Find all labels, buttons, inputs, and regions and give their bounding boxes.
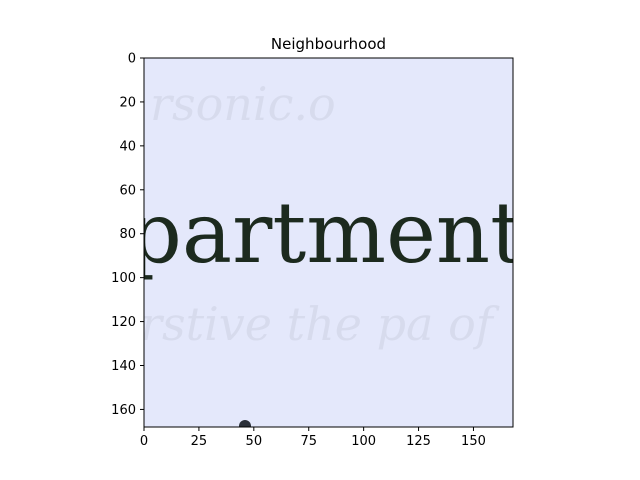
image-word: partment bbox=[128, 184, 524, 282]
axes-frame bbox=[143, 57, 514, 428]
y-tick-label: 0 bbox=[128, 52, 136, 67]
bleed-text-bottom: rstive the pa of bbox=[140, 297, 500, 351]
y-tick-label: 60 bbox=[119, 183, 136, 198]
y-tick-label: 140 bbox=[111, 359, 136, 374]
ink-dot bbox=[239, 420, 251, 427]
image-background bbox=[144, 58, 513, 427]
y-tick-label: 80 bbox=[119, 227, 136, 242]
x-tick-label: 125 bbox=[406, 434, 431, 449]
x-tick-label: 0 bbox=[140, 434, 148, 449]
x-tick-label: 25 bbox=[191, 434, 208, 449]
y-tick-label: 20 bbox=[119, 95, 136, 110]
x-tick-label: 50 bbox=[246, 434, 263, 449]
x-tick-label: 100 bbox=[351, 434, 376, 449]
x-tick-label: 150 bbox=[461, 434, 486, 449]
image-area: rsonic.o rstive the pa of partment bbox=[128, 58, 524, 427]
y-tick-label: 120 bbox=[111, 315, 136, 330]
bleed-text-top: rsonic.o bbox=[150, 77, 336, 131]
y-tick-label: 40 bbox=[119, 139, 136, 154]
x-tick-label: 75 bbox=[300, 434, 317, 449]
y-tick-label: 100 bbox=[111, 271, 136, 286]
y-tick-label: 160 bbox=[111, 403, 136, 418]
x-axis: 0 25 50 75 100 125 150 bbox=[140, 427, 486, 449]
chart-title: Neighbourhood bbox=[271, 35, 386, 53]
y-axis: 0 20 40 60 80 100 120 140 160 bbox=[111, 52, 144, 418]
